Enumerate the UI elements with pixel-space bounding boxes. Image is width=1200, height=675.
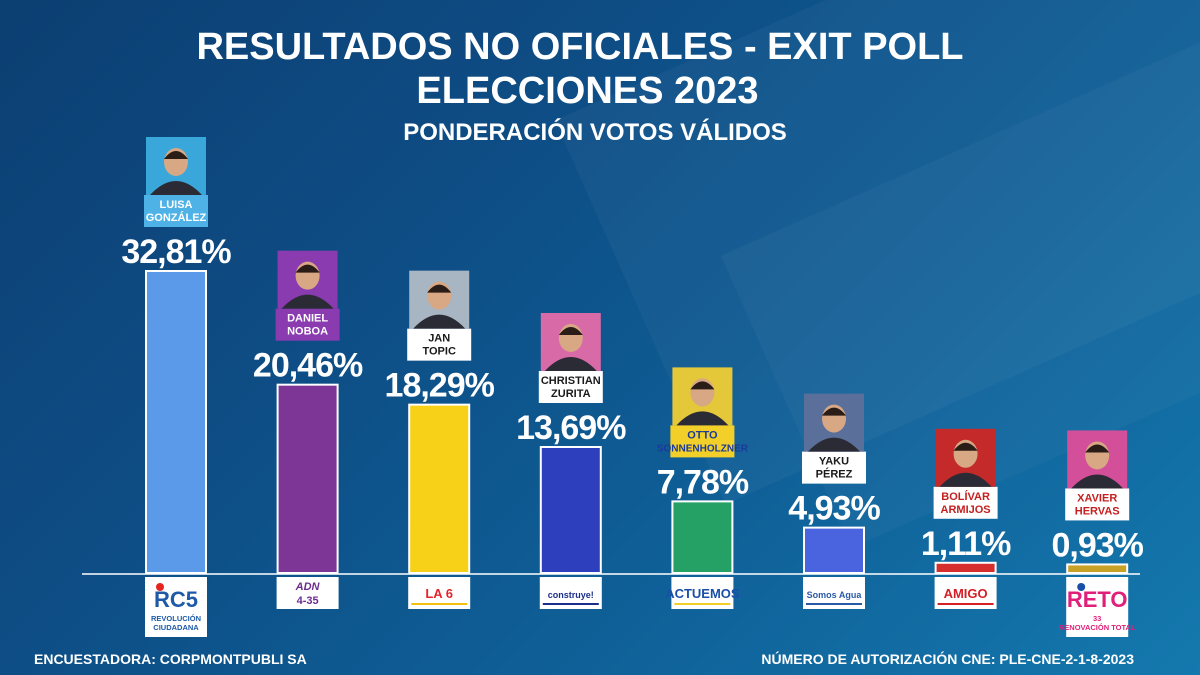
candidate-name: DANIEL bbox=[287, 313, 328, 325]
candidate-torso bbox=[150, 181, 202, 195]
party-logo-mark bbox=[674, 603, 731, 605]
party-logo-mark bbox=[1077, 583, 1086, 591]
candidate-torso bbox=[808, 437, 860, 452]
candidate-label-box bbox=[407, 328, 472, 361]
data-label: 18,29% bbox=[385, 367, 495, 405]
candidate-name: HERVAS bbox=[1075, 505, 1120, 517]
candidate-label-box bbox=[275, 308, 340, 341]
candidate-name: GONZÁLEZ bbox=[146, 211, 207, 224]
candidate-label-box bbox=[670, 425, 735, 458]
candidate-hair bbox=[427, 284, 452, 293]
party-logo-text: ACTUEMOS bbox=[665, 586, 740, 601]
data-label: 7,78% bbox=[657, 463, 749, 501]
candidate-hair bbox=[164, 151, 188, 159]
party-logo-text: Somos Agua bbox=[807, 590, 863, 600]
candidate-torso bbox=[939, 472, 992, 487]
candidate-torso bbox=[281, 294, 334, 309]
data-label: 1,11% bbox=[921, 525, 1011, 563]
candidate-hair bbox=[558, 326, 583, 335]
data-label: 20,46% bbox=[253, 347, 363, 385]
party-logo-text: RETO bbox=[1067, 587, 1128, 612]
candidate-hair bbox=[295, 264, 320, 273]
candidate-name: PÉREZ bbox=[816, 468, 853, 481]
bar bbox=[145, 270, 207, 574]
authorization-note: NÚMERO DE AUTORIZACIÓN CNE: PLE-CNE-2-1-… bbox=[761, 651, 1134, 667]
candidate-name: ZURITA bbox=[551, 388, 591, 400]
pollster-note: ENCUESTADORA: CORPMONTPUBLI SA bbox=[34, 651, 307, 667]
bar bbox=[276, 383, 339, 575]
candidate-name: OTTO bbox=[687, 429, 718, 441]
candidate-name: XAVIER bbox=[1077, 492, 1117, 504]
party-logo-text: LA 6 bbox=[425, 586, 453, 601]
chart-title-line2: ELECCIONES 2023 bbox=[416, 70, 759, 112]
party-logo-text: ADN bbox=[295, 581, 321, 593]
party-logo-mark bbox=[542, 603, 599, 605]
candidate-label-box bbox=[933, 486, 998, 519]
candidate-name: JAN bbox=[428, 333, 450, 345]
candidate-torso bbox=[676, 411, 729, 426]
candidate-name: LUISA bbox=[160, 199, 193, 211]
party-logo-text: CIUDADANA bbox=[153, 623, 199, 632]
bar bbox=[934, 561, 997, 575]
candidate-hair bbox=[822, 407, 846, 416]
candidate-name: CHRISTIAN bbox=[541, 375, 601, 387]
data-label: 13,69% bbox=[516, 409, 626, 447]
party-logo-text: 33 bbox=[1093, 614, 1101, 623]
data-label: 32,81% bbox=[121, 233, 231, 271]
party-logo bbox=[145, 577, 207, 637]
candidate-label-box bbox=[144, 195, 208, 227]
candidate-torso bbox=[413, 314, 466, 329]
candidate-hair bbox=[953, 442, 978, 451]
candidate-name: YAKU bbox=[819, 456, 849, 468]
party-logo-text: RC5 bbox=[154, 587, 198, 612]
candidate-hair bbox=[1085, 444, 1110, 453]
bar bbox=[539, 445, 602, 574]
candidate-name: TOPIC bbox=[422, 346, 455, 358]
candidate-name: SONNENHOLZNER bbox=[657, 443, 749, 454]
candidate-name: BOLÍVAR bbox=[941, 490, 990, 503]
party-logo-mark bbox=[937, 603, 994, 605]
candidate-name: NOBOA bbox=[287, 326, 328, 338]
party-logo-text: RENOVACIÓN TOTAL bbox=[1059, 623, 1136, 632]
candidate-hair bbox=[690, 381, 715, 390]
candidate-label-box bbox=[1065, 488, 1130, 521]
party-logo-text: construye! bbox=[548, 590, 594, 600]
party-logo-mark bbox=[156, 583, 164, 591]
party-logo bbox=[1066, 577, 1129, 637]
bar bbox=[1066, 563, 1129, 575]
party-logo-text: REVOLUCIÓN bbox=[151, 614, 201, 623]
party-logo-mark bbox=[411, 603, 468, 605]
party-logo-mark bbox=[806, 603, 862, 605]
candidate-torso bbox=[1071, 474, 1124, 489]
bar bbox=[671, 500, 734, 575]
party-logo-text: AMIGO bbox=[944, 586, 988, 601]
party-logo-text: 4-35 bbox=[297, 595, 319, 607]
candidate-torso bbox=[544, 356, 597, 371]
chart-title-line1: RESULTADOS NO OFICIALES - EXIT POLL bbox=[196, 26, 964, 68]
data-label: 0,93% bbox=[1051, 526, 1143, 564]
bar bbox=[803, 526, 865, 575]
candidate-label-box bbox=[802, 451, 866, 484]
party-logo bbox=[276, 577, 339, 609]
chart-subtitle: PONDERACIÓN VOTOS VÁLIDOS bbox=[403, 119, 787, 146]
bar bbox=[408, 403, 471, 575]
candidate-name: ARMIJOS bbox=[941, 504, 991, 516]
data-label: 4,93% bbox=[788, 490, 880, 528]
candidate-label-box bbox=[538, 370, 603, 403]
